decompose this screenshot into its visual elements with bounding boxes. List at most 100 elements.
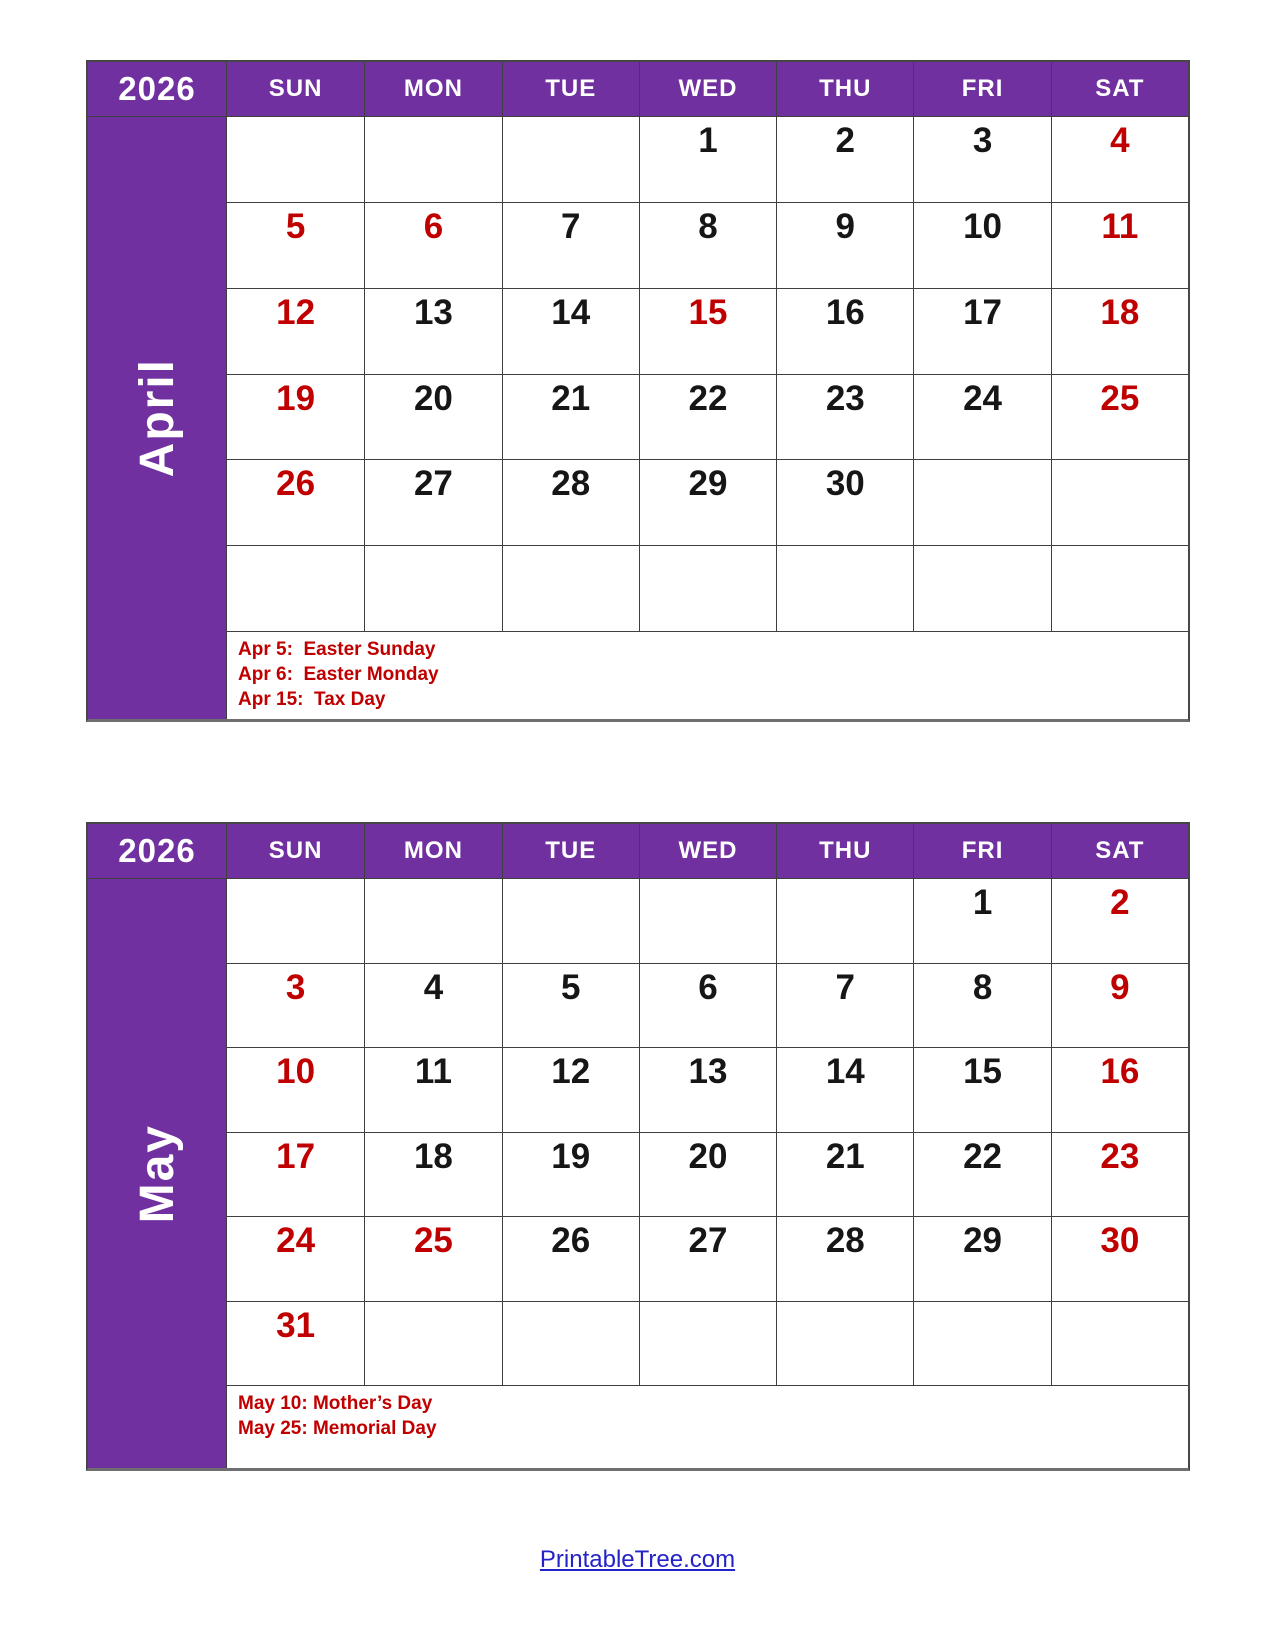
day-number: 25	[413, 1221, 453, 1260]
day-cell-empty	[776, 1301, 914, 1386]
day-cell-empty	[364, 546, 502, 632]
may-month-name: May	[130, 1123, 184, 1224]
day-number: 25	[1100, 378, 1140, 418]
day-number: 22	[963, 1136, 1003, 1176]
weekday-thu: THU	[776, 62, 913, 116]
day-number: 20	[688, 1136, 728, 1176]
may-name-wrap: May	[88, 879, 226, 1468]
day-april-12: 12	[227, 288, 365, 375]
day-april-24: 24	[913, 374, 1051, 461]
day-cell-empty	[364, 117, 502, 203]
april-date-grid: 1 2 3 4 5 6 7 8 9 10 11 12 13 14 15 16 17 18 19 20 21 22 23 24 2…	[227, 117, 1188, 632]
holiday-entry: Apr 6: Easter Monday	[238, 664, 439, 685]
holiday-entry: Apr 5: Easter Sunday	[238, 639, 436, 660]
day-number: 20	[413, 378, 453, 418]
day-april-15: 15	[638, 288, 777, 375]
day-number: 24	[963, 378, 1003, 418]
day-number: 24	[276, 1221, 316, 1260]
day-may-18: 18	[364, 1132, 502, 1217]
day-number: 11	[1101, 206, 1139, 246]
weekday-sun: SUN	[268, 837, 323, 864]
day-number: 4	[423, 967, 444, 1007]
weekday-sun: SUN	[268, 75, 323, 102]
day-april-3: 3	[913, 117, 1051, 203]
day-cell-empty	[501, 546, 639, 632]
day-may-3: 3	[227, 963, 365, 1048]
day-april-26: 26	[227, 460, 365, 547]
day-number: 21	[825, 1136, 865, 1176]
day-cell-empty	[364, 1301, 502, 1386]
day-number: 4	[1110, 121, 1130, 160]
printabletree-link[interactable]: PrintableTree.com	[539, 1546, 736, 1573]
day-may-5: 5	[501, 963, 639, 1048]
may-year-label: 2026	[88, 824, 226, 879]
may-date-grid: 1 2 3 4 5 6 7 8 9 10 11 12 13 14 15 16 17 18 19 20 21 22 23 24 2…	[227, 879, 1188, 1386]
day-number: 5	[560, 967, 581, 1007]
week-row: 31	[227, 1301, 1188, 1386]
day-cell-empty	[227, 879, 365, 964]
day-number: 12	[276, 292, 316, 332]
day-number: 3	[972, 121, 993, 160]
day-cell-empty	[364, 879, 502, 964]
april-grid-column: SUN MON TUE WED THU FRI SAT 1 2 3 4 5 6 7 8 9 10 11 12 13 1…	[227, 62, 1188, 719]
day-april-14: 14	[501, 288, 639, 375]
day-number: 14	[551, 292, 591, 332]
day-cell-empty	[501, 117, 639, 203]
week-row: 26 27 28 29 30	[227, 460, 1188, 547]
weekday-wed: WED	[638, 824, 776, 878]
footer: PrintableTree.com	[0, 1546, 1275, 1574]
week-row: 3 4 5 6 7 8 9	[227, 963, 1188, 1048]
day-april-20: 20	[364, 374, 502, 461]
day-may-7: 7	[776, 963, 914, 1048]
weekday-tue: TUE	[501, 824, 639, 878]
day-april-5: 5	[227, 202, 365, 289]
weekday-fri: FRI	[913, 62, 1050, 116]
april-name-wrap: April	[88, 117, 226, 719]
day-number: 9	[1110, 967, 1130, 1007]
weekday-tue: TUE	[501, 62, 639, 116]
day-may-21: 21	[776, 1132, 914, 1217]
day-number: 8	[972, 967, 993, 1007]
day-number: 5	[285, 206, 306, 246]
day-may-14: 14	[776, 1048, 914, 1133]
weekday-sat: SAT	[1050, 824, 1188, 878]
weekday-mon: MON	[364, 824, 501, 878]
day-number: 27	[688, 1221, 728, 1260]
day-april-4: 4	[1050, 117, 1188, 203]
day-april-13: 13	[364, 288, 502, 375]
day-april-22: 22	[638, 374, 777, 461]
day-may-12: 12	[501, 1048, 639, 1133]
day-may-30: 30	[1050, 1217, 1188, 1302]
day-number: 16	[825, 292, 865, 332]
day-cell-empty	[638, 1301, 777, 1386]
day-april-17: 17	[913, 288, 1051, 375]
week-row: 10 11 12 13 14 15 16	[227, 1048, 1188, 1133]
day-april-19: 19	[227, 374, 365, 461]
day-number: 31	[276, 1305, 316, 1345]
weekday-wed: WED	[638, 62, 776, 116]
day-april-6: 6	[364, 202, 502, 289]
day-cell-empty	[1050, 1301, 1188, 1386]
day-april-28: 28	[501, 460, 639, 547]
day-number: 8	[698, 206, 718, 246]
day-number: 17	[276, 1136, 316, 1176]
day-april-7: 7	[501, 202, 639, 289]
day-may-13: 13	[638, 1048, 777, 1133]
day-number: 3	[285, 967, 306, 1007]
april-month-name: April	[130, 358, 184, 478]
weekday-fri: FRI	[913, 824, 1050, 878]
week-row: 1 2 3 4	[227, 117, 1188, 203]
holiday-entry: May 10: Mother’s Day	[238, 1393, 433, 1414]
holiday-entry: May 25: Memorial Day	[238, 1418, 437, 1439]
day-cell-empty	[227, 546, 365, 632]
may-month-column: 2026 May	[88, 824, 227, 1468]
week-row: 19 20 21 22 23 24 25	[227, 374, 1188, 461]
day-april-18: 18	[1050, 288, 1188, 375]
day-cell-empty	[1050, 546, 1188, 632]
day-cell-empty	[501, 879, 639, 964]
day-number: 7	[835, 967, 856, 1007]
day-cell-empty	[776, 879, 914, 964]
day-number: 22	[688, 378, 728, 418]
